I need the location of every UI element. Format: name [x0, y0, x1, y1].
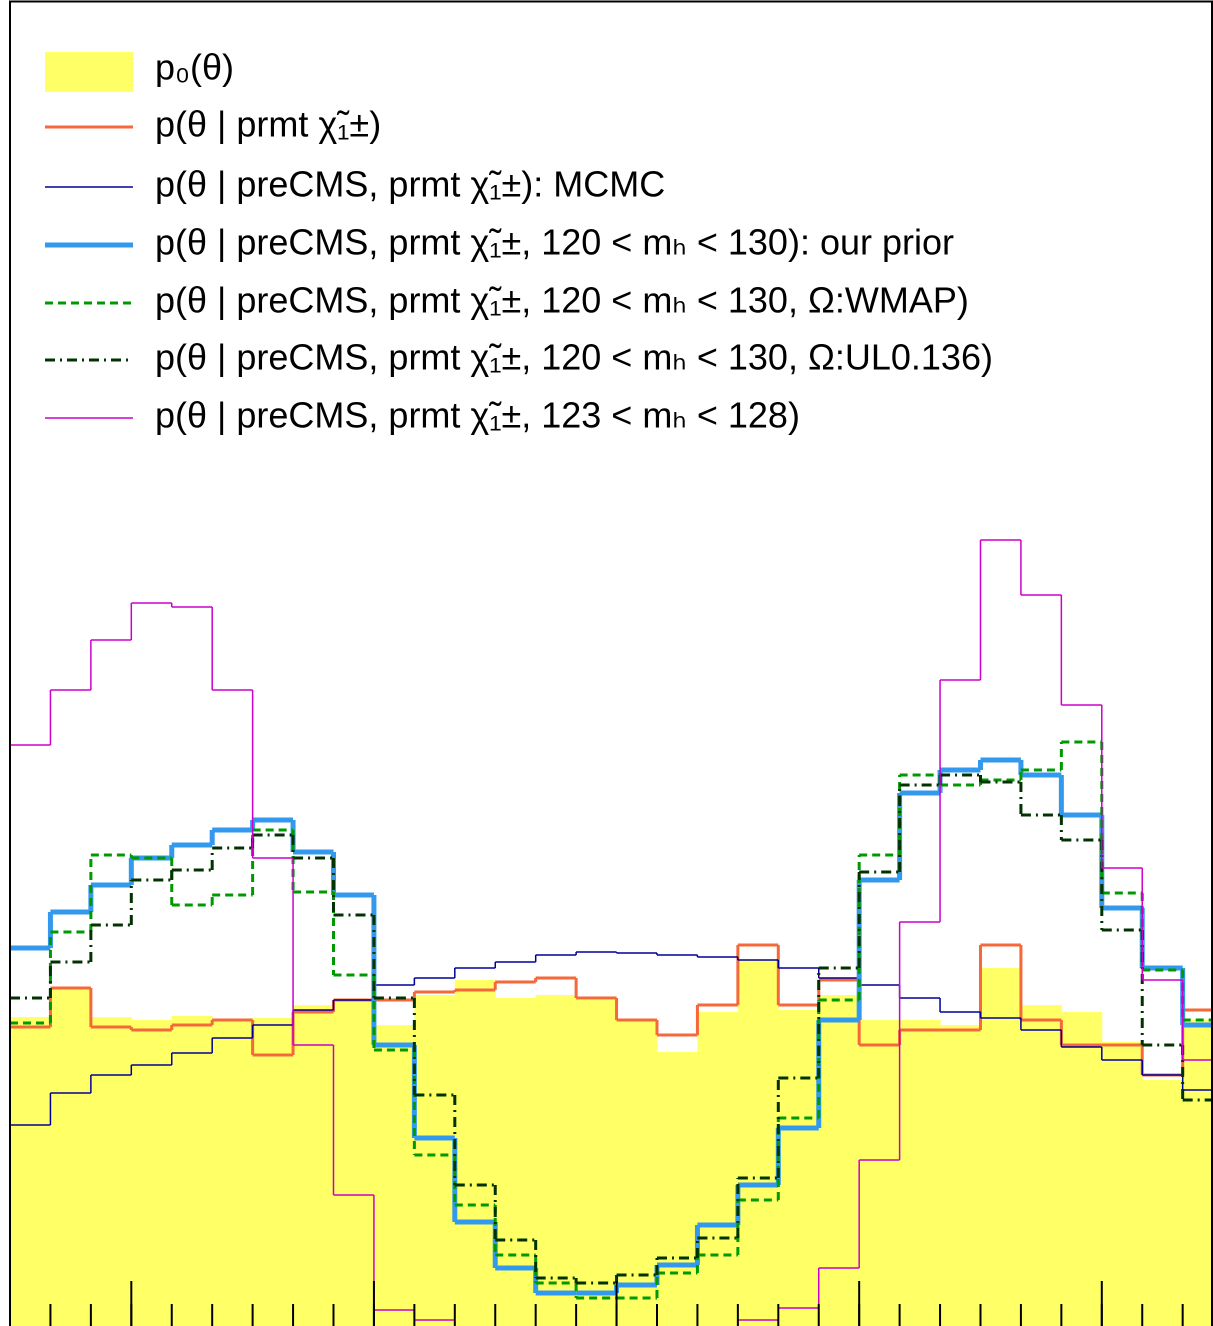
plot-area [10, 539, 1213, 1326]
histogram-bar [495, 998, 537, 1326]
histogram-bar [859, 1020, 901, 1326]
histogram-bar [171, 1016, 213, 1326]
histogram-bar [899, 1020, 941, 1326]
histogram-bar [1061, 1012, 1103, 1326]
histogram-bar [373, 1025, 415, 1326]
histogram-bar [656, 1052, 698, 1326]
histogram-bar [940, 1025, 981, 1326]
histogram-bar [212, 1020, 254, 1326]
frame [9, 0, 1213, 1326]
histogram-bar [697, 1012, 739, 1326]
histogram-bar [293, 1005, 334, 1326]
histogram-bar [778, 1010, 820, 1326]
histogram-bar [737, 960, 779, 1326]
legend-label: p(θ | preCMS, prmt χ̃₁±, 120 < mₕ < 130)… [155, 222, 954, 263]
histogram-bar [1142, 1080, 1184, 1326]
histogram-bar [616, 1020, 658, 1326]
histogram-bar [1020, 1005, 1062, 1326]
legend-label: p(θ | preCMS, prmt χ̃₁±, 123 < mₕ < 128) [155, 395, 800, 436]
histogram-bar [131, 1020, 173, 1326]
legend-label: p₀(θ) [155, 47, 234, 88]
legend-swatch [45, 52, 133, 92]
histogram-bar [576, 1000, 618, 1326]
histogram-bar [980, 968, 1022, 1326]
histogram-bar [50, 988, 92, 1326]
histogram-bar [414, 995, 456, 1326]
histogram-bar [90, 1017, 132, 1326]
histogram-bar [535, 995, 577, 1326]
histogram-bar [333, 1000, 375, 1326]
histogram-bar [818, 995, 860, 1326]
histogram-bar [1182, 1020, 1213, 1326]
legend-label: p(θ | preCMS, prmt χ̃₁±): MCMC [155, 164, 665, 205]
legend: p₀(θ) p(θ | prmt χ̃₁±) p(θ | preCMS, prmt … [45, 47, 993, 436]
legend-label: p(θ | preCMS, prmt χ̃₁±, 120 < mₕ < 130,… [155, 337, 993, 378]
histogram-bar [10, 1017, 51, 1326]
legend-label: p(θ | preCMS, prmt χ̃₁±, 120 < mₕ < 130,… [155, 280, 969, 321]
histogram-bar [252, 1018, 294, 1326]
histogram-bar [1101, 1042, 1143, 1326]
legend-label: p(θ | prmt χ̃₁±) [155, 104, 381, 145]
histogram-bar [454, 980, 496, 1326]
